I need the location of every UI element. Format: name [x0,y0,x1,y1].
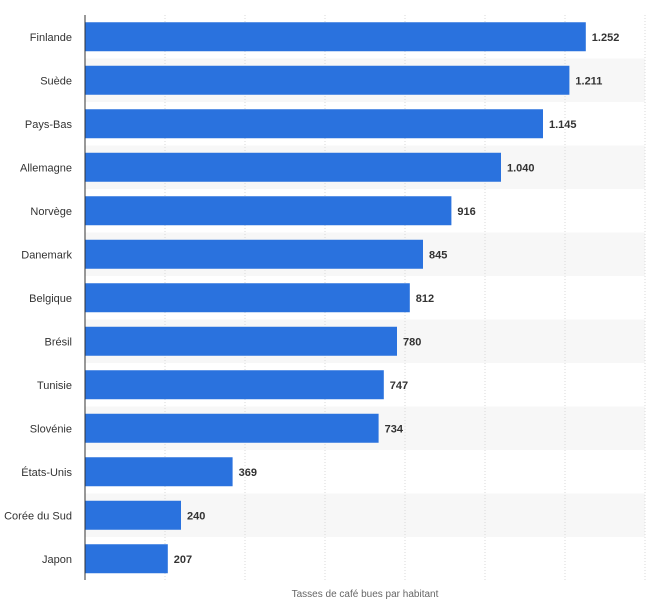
data-label: 845 [429,249,447,261]
bar[interactable] [85,239,423,269]
bar[interactable] [85,22,586,52]
data-label: 1.040 [507,162,535,174]
category-label: Norvège [30,206,72,218]
category-label: Finlande [30,32,72,44]
category-label: États-Unis [21,466,72,479]
data-label: 1.252 [592,32,620,44]
bar[interactable] [85,283,410,313]
category-label: Suède [40,75,72,87]
bar[interactable] [85,152,501,182]
bar[interactable] [85,65,570,95]
bar[interactable] [85,457,233,487]
category-label: Allemagne [20,162,72,174]
data-label: 1.145 [549,119,577,131]
category-label: Danemark [21,249,72,261]
category-label: Tunisie [37,380,72,392]
bar[interactable] [85,326,397,356]
data-label: 747 [390,380,408,392]
data-label: 1.211 [575,75,602,87]
bar[interactable] [85,544,168,574]
category-label: Corée du Sud [4,510,72,522]
bar[interactable] [85,109,543,139]
category-label: Slovénie [30,423,72,435]
data-label: 780 [403,336,421,348]
category-label: Belgique [29,293,72,305]
category-label: Pays-Bas [25,119,73,131]
category-label: Brésil [44,336,72,348]
bar[interactable] [85,413,379,443]
bar[interactable] [85,370,384,400]
data-label: 369 [239,467,257,479]
category-label: Japon [42,554,72,566]
bar[interactable] [85,196,452,226]
data-label: 734 [385,423,404,435]
data-label: 916 [457,206,475,218]
data-label: 812 [416,293,434,305]
bar[interactable] [85,500,181,530]
x-axis-title: Tasses de café bues par habitant [292,589,439,600]
data-label: 207 [174,554,192,566]
data-label: 240 [187,510,205,522]
